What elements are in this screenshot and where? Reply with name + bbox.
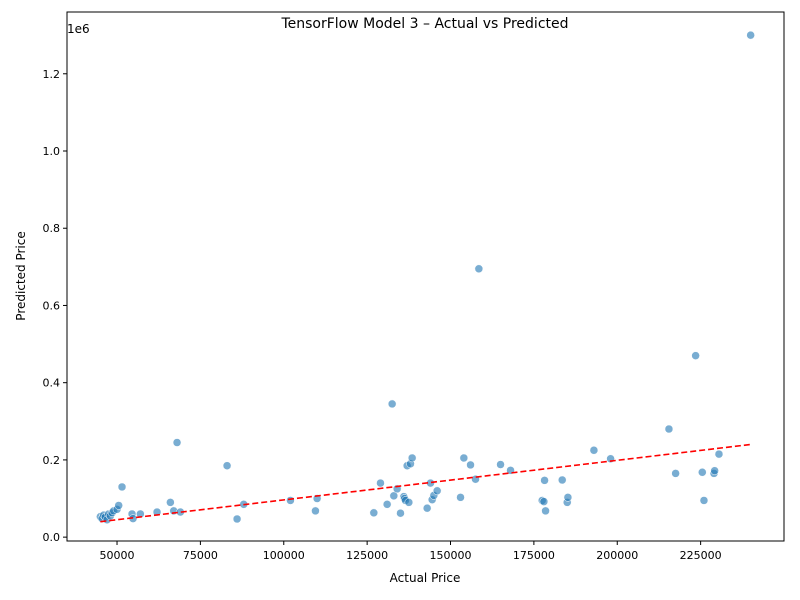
scatter-point	[407, 453, 417, 463]
scatter-point	[117, 482, 127, 492]
scatter-point	[459, 453, 469, 463]
scatter-point	[172, 438, 182, 447]
reference-line	[100, 443, 751, 523]
scatter-point	[396, 508, 405, 518]
scatter-point	[404, 498, 414, 507]
y-tick-label: 1.2	[43, 68, 61, 81]
scatter-point	[671, 469, 680, 478]
scatter-point	[539, 497, 549, 506]
scatter-point	[387, 399, 397, 409]
scatter-point	[369, 508, 379, 518]
scatter-point	[376, 478, 385, 488]
scatter-point	[691, 351, 700, 360]
y-axis-label: Predicted Price	[14, 231, 28, 320]
scatter-point	[664, 424, 674, 434]
y-tick-label: 0.6	[43, 299, 61, 312]
y-axis-offset-text: 1e6	[67, 22, 90, 36]
y-axis-ticks: 0.0 0.2 0.4 0.6 0.8 1.0 1.2	[43, 68, 67, 544]
y-tick-label: 0.8	[43, 222, 61, 235]
scatter-point	[496, 460, 505, 469]
x-tick-label: 175000	[513, 549, 555, 562]
scatter-point	[389, 491, 399, 501]
scatter-point	[699, 496, 709, 505]
y-tick-label: 1.0	[43, 145, 61, 158]
scatter-point	[136, 509, 145, 519]
scatter-point	[474, 264, 484, 274]
x-tick-label: 225000	[680, 549, 722, 562]
x-tick-label: 100000	[263, 549, 305, 562]
scatter-point	[563, 493, 573, 502]
scatter-point	[714, 449, 724, 459]
x-tick-label: 50000	[100, 549, 135, 562]
y-tick-label: 0.2	[43, 454, 61, 467]
scatter-point	[232, 514, 242, 524]
scatter-point	[710, 466, 719, 475]
scatter-point	[432, 486, 442, 496]
scatter-point	[222, 461, 232, 470]
scatter-point	[422, 503, 432, 513]
scatter-point	[746, 30, 755, 40]
scatter-point	[382, 500, 392, 509]
scatter-point	[589, 446, 599, 455]
x-tick-label: 75000	[183, 549, 218, 562]
chart-title: TensorFlow Model 3 – Actual vs Predicted	[280, 16, 568, 32]
scatter-point	[557, 475, 567, 485]
x-axis-label: Actual Price	[390, 571, 461, 585]
scatter-point	[466, 460, 475, 470]
x-tick-label: 200000	[596, 549, 638, 562]
scatter-point	[698, 468, 707, 477]
scatter-point	[540, 476, 549, 485]
x-tick-label: 125000	[346, 549, 388, 562]
x-axis-ticks: 50000 75000 100000 125000 150000 175000 200000…	[100, 541, 722, 562]
y-tick-label: 0.0	[43, 531, 61, 544]
y-tick-label: 0.4	[43, 377, 61, 390]
scatter-point	[456, 493, 465, 502]
scatter-point	[166, 498, 175, 507]
plot-area-frame	[66, 11, 785, 542]
scatter-point	[286, 496, 295, 505]
scatter-point	[311, 506, 320, 516]
scatter-point	[114, 501, 123, 510]
scatter-point	[541, 506, 550, 516]
x-tick-label: 150000	[430, 549, 472, 562]
